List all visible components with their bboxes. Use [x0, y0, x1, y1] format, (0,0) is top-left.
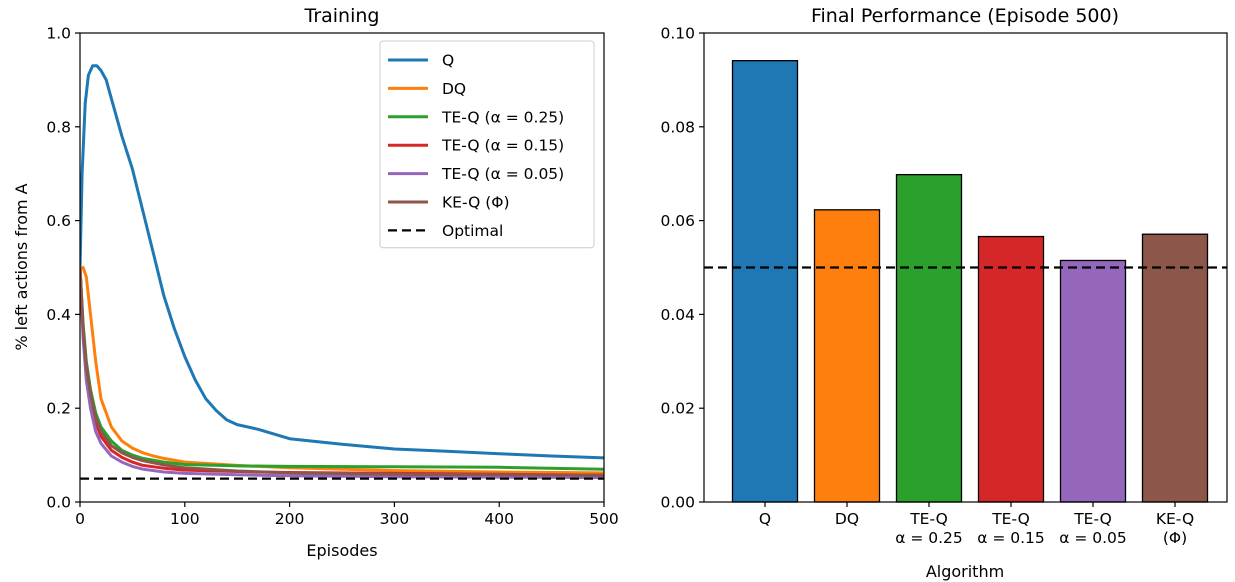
x-tick-label: 0: [75, 510, 85, 528]
bar: [1141, 233, 1209, 503]
category-label: Q: [759, 510, 771, 528]
x-tick-label: 400: [484, 510, 514, 528]
training-axes-frame: [79, 32, 605, 503]
x-tick-label: 100: [170, 510, 200, 528]
legend-label: TE-Q (α = 0.25): [441, 108, 564, 126]
final-performance-axes-frame: [703, 32, 1228, 503]
training-y-axis-label: % left actions from A: [12, 183, 31, 350]
y-tick-label: 0.4: [46, 306, 71, 324]
series-line-1: [80, 266, 604, 475]
y-tick-label: 0.10: [660, 25, 695, 43]
x-tick-label: 200: [275, 510, 305, 528]
series-line-0: [80, 64, 604, 460]
y-tick-label: 0.6: [46, 212, 71, 230]
legend-label: TE-Q (α = 0.15): [441, 137, 564, 155]
training-chart: Training 0 100 200 300 400 500 0.0 0.2 0.4 0.6 0.8…: [12, 5, 619, 560]
category-label: TE-Q: [1073, 510, 1112, 528]
final-performance-plot-area: 0.000.020.040.060.080.10Q DQ TE-Qα = 0.25T…: [660, 25, 1228, 547]
bar: [731, 60, 799, 503]
y-tick-label: 1.0: [46, 25, 71, 43]
series-line-5: [80, 267, 604, 477]
training-chart-title: Training: [304, 5, 380, 27]
training-legend: Q DQ TE-Q (α = 0.25) TE-Q (α = 0.15) TE-Q (α…: [379, 40, 595, 249]
x-tick-label: 500: [589, 510, 619, 528]
category-label: TE-Q: [991, 510, 1030, 528]
legend-label: Optimal: [442, 222, 503, 240]
x-tick-label: 300: [380, 510, 410, 528]
final-performance-chart: Final Performance (Episode 500) 0.00 0.02…: [660, 5, 1228, 581]
final-performance-title: Final Performance (Episode 500): [811, 5, 1119, 27]
series-line-2: [80, 267, 604, 471]
bar: [895, 173, 963, 503]
category-label: α = 0.05: [1059, 529, 1127, 547]
bar: [813, 209, 881, 503]
y-tick-label: 0.04: [660, 306, 695, 324]
bar: [1059, 259, 1127, 503]
legend-label: TE-Q (α = 0.05): [441, 165, 564, 183]
series-line-4: [80, 267, 604, 480]
y-tick-label: 0.06: [660, 212, 695, 230]
y-tick-label: 0.0: [46, 494, 71, 512]
category-label: α = 0.15: [977, 529, 1045, 547]
y-tick-label: 0.8: [46, 118, 71, 136]
legend-box: [379, 40, 595, 249]
y-tick-label: 0.02: [660, 400, 695, 418]
legend-label: KE-Q (Φ): [442, 194, 510, 212]
category-label: DQ: [835, 510, 859, 528]
training-x-axis-label: Episodes: [306, 541, 377, 560]
training-series-group: [80, 64, 604, 480]
training-plot-area: 0 100 200 300 400 500 0.0 0.2 0.4 0.6 0.8 1.0: [46, 25, 618, 529]
bar: [977, 235, 1045, 503]
category-label: α = 0.25: [895, 529, 963, 547]
legend-label: DQ: [442, 80, 466, 98]
category-label: KE-Q: [1156, 510, 1194, 528]
final-performance-x-axis-label: Algorithm: [926, 562, 1004, 581]
category-label: (Φ): [1163, 529, 1187, 547]
y-tick-label: 0.2: [46, 400, 71, 418]
y-tick-label: 0.08: [660, 118, 695, 136]
y-tick-label: 0.00: [660, 494, 695, 512]
legend-label: Q: [442, 52, 454, 70]
category-label: TE-Q: [909, 510, 948, 528]
